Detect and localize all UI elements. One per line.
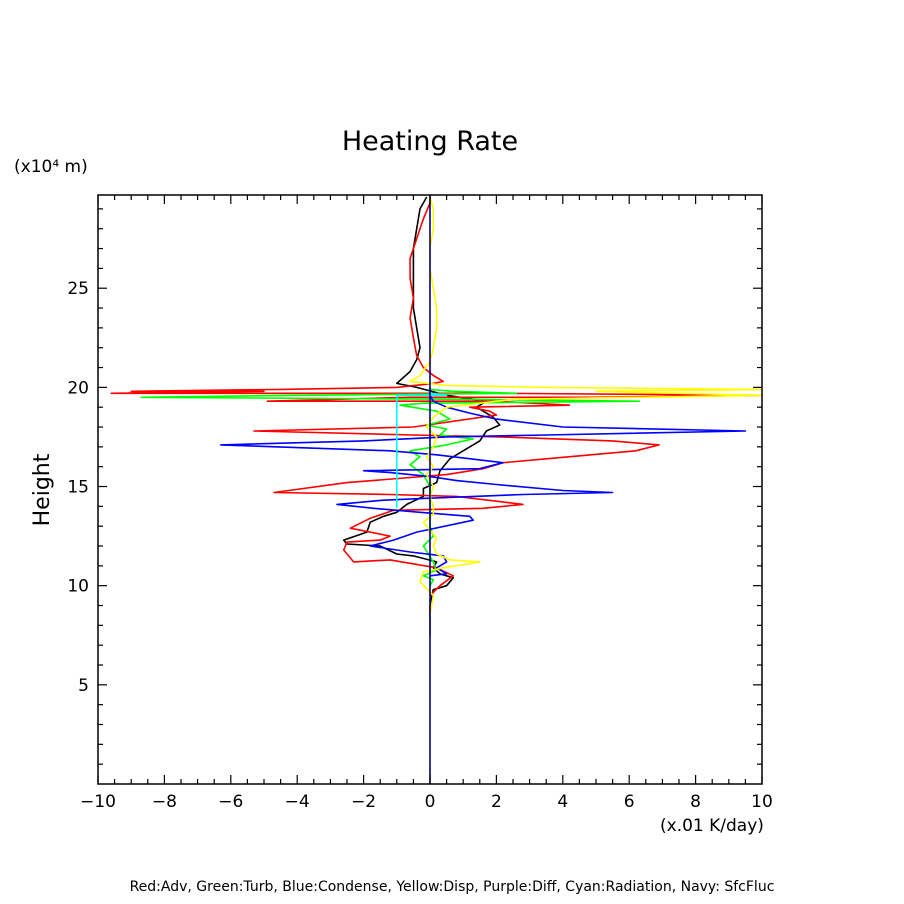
x-tick-label: −6: [218, 792, 243, 812]
x-tick-label: −2: [351, 792, 376, 812]
y-tick-label: 25: [67, 279, 89, 299]
x-tick-label: 4: [557, 792, 568, 812]
y-axis-unit: (x10⁴ m): [14, 157, 88, 177]
legend-text: Red:Adv, Green:Turb, Blue:Condense, Yell…: [130, 879, 775, 895]
series-line-1: [110, 202, 763, 597]
y-tick-label: 20: [67, 378, 89, 398]
x-axis-unit: (x.01 K/day): [660, 816, 764, 836]
series-layer: [110, 195, 763, 784]
series-line-2: [140, 388, 641, 587]
x-tick-label: 10: [751, 792, 773, 812]
x-tick-label: 6: [624, 792, 635, 812]
y-tick-label: 5: [78, 676, 89, 696]
y-axis-label: Height: [30, 453, 55, 526]
series-line-4: [409, 196, 763, 636]
series-line-0: [342, 196, 501, 636]
plot-frame: [97, 194, 763, 785]
series-line-5: [395, 392, 448, 509]
series-line-3: [220, 387, 747, 577]
chart-title: Heating Rate: [342, 126, 518, 157]
x-tick-label: −4: [285, 792, 310, 812]
y-tick-label: 10: [67, 577, 89, 597]
x-tick-label: −8: [152, 792, 177, 812]
x-tick-label: −10: [80, 792, 116, 812]
x-tick-label: 2: [491, 792, 502, 812]
x-tick-label: 8: [690, 792, 701, 812]
ticks-layer: −10 −8 −6 −4 −2 0 2 4 6 8 10 5 10 15 20 25: [67, 195, 773, 812]
x-tick-label: 0: [425, 792, 436, 812]
y-tick-label: 15: [67, 478, 89, 498]
